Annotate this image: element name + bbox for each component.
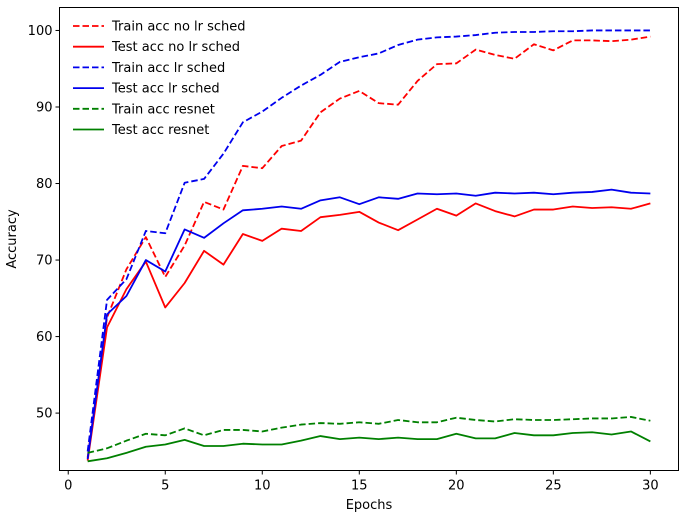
legend: Train acc no lr sched Test acc no lr sche… bbox=[73, 20, 246, 138]
x-tick-label: 25 bbox=[545, 479, 562, 494]
x-tick-label: 5 bbox=[161, 479, 169, 494]
series-line-3 bbox=[86, 29, 651, 452]
axis-ticks: 0 5 10 15 20 25 30 50 60 70 80 90 100 bbox=[28, 24, 659, 494]
series-layer bbox=[86, 29, 651, 463]
x-tick-label: 10 bbox=[254, 479, 271, 494]
legend-label-1: Train acc no lr sched bbox=[111, 20, 246, 35]
series-line-6 bbox=[87, 430, 651, 463]
legend-label-5: Train acc resnet bbox=[111, 102, 215, 117]
series-line-5 bbox=[87, 416, 651, 454]
x-tick-label: 20 bbox=[448, 479, 465, 494]
x-tick-label: 0 bbox=[64, 479, 72, 494]
legend-label-6: Test acc resnet bbox=[111, 123, 209, 138]
y-tick-label: 60 bbox=[36, 330, 53, 345]
x-tick-label: 15 bbox=[351, 479, 368, 494]
series-line-2 bbox=[86, 202, 651, 461]
y-axis-label: Accuracy bbox=[5, 209, 20, 269]
y-tick-label: 90 bbox=[36, 100, 53, 115]
y-tick-label: 70 bbox=[36, 254, 53, 269]
legend-label-4: Test acc lr sched bbox=[111, 82, 220, 97]
x-axis-label: Epochs bbox=[346, 498, 393, 513]
series-line-4 bbox=[86, 188, 651, 460]
y-tick-label: 100 bbox=[28, 24, 53, 39]
legend-label-3: Train acc lr sched bbox=[111, 61, 225, 76]
series-line-1 bbox=[86, 35, 651, 458]
y-tick-label: 50 bbox=[36, 407, 53, 422]
y-tick-label: 80 bbox=[36, 177, 53, 192]
legend-label-2: Test acc no lr sched bbox=[111, 40, 240, 55]
plot-frame bbox=[59, 7, 679, 471]
x-tick-label: 30 bbox=[642, 479, 659, 494]
